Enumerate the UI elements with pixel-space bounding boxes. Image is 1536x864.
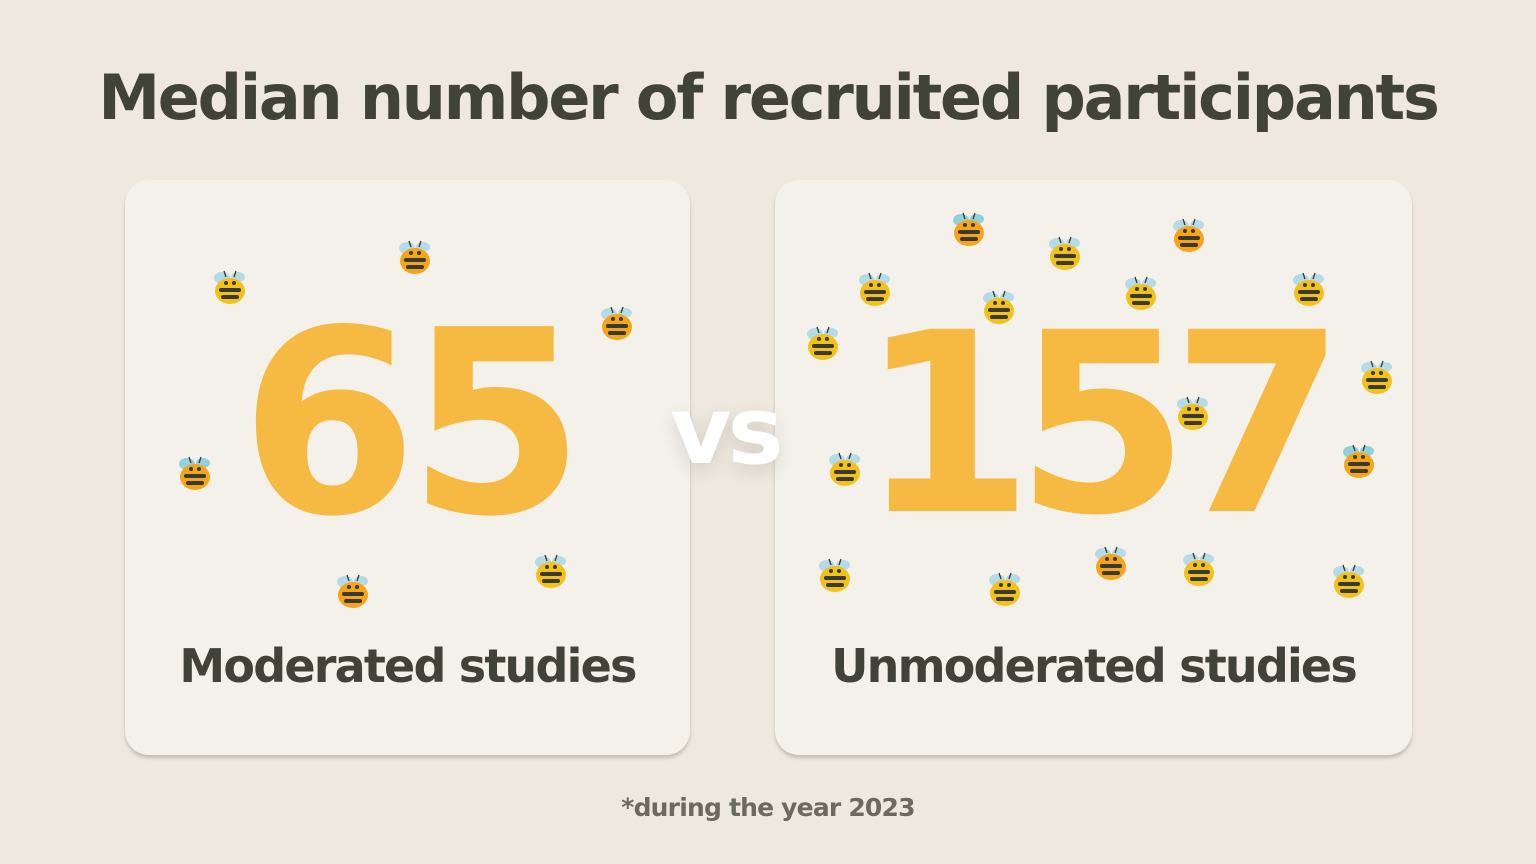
bee-icon: [1118, 272, 1164, 316]
bee-icon: [800, 322, 846, 366]
moderated-studies-label: Moderated studies: [179, 639, 637, 693]
bee-icon: [976, 286, 1022, 330]
moderated-median-value: 65: [240, 276, 585, 573]
bee-icon: [982, 568, 1028, 612]
page-title: Median number of recruited participants: [98, 61, 1440, 134]
unmoderated-studies-label: Unmoderated studies: [831, 639, 1358, 693]
bee-icon: [812, 554, 858, 598]
bee-icon: [1354, 356, 1400, 400]
bee-icon: [946, 208, 992, 252]
bee-icon: [1088, 542, 1134, 586]
bee-icon: [594, 302, 640, 346]
bee-icon: [1286, 268, 1332, 312]
bee-icon: [172, 452, 218, 496]
bee-icon: [1176, 548, 1222, 592]
bee-icon: [852, 268, 898, 312]
bee-icon: [392, 236, 438, 280]
bee-icon: [528, 550, 574, 594]
footnote: *during the year 2023: [621, 793, 915, 822]
unmoderated-median-value: 157: [859, 279, 1346, 570]
bee-icon: [822, 448, 868, 492]
bee-icon: [1326, 560, 1372, 604]
versus-separator: vs: [670, 377, 783, 486]
bee-icon: [1170, 392, 1216, 436]
bee-icon: [1336, 440, 1382, 484]
bee-icon: [207, 266, 253, 310]
bee-icon: [330, 570, 376, 614]
bee-icon: [1042, 232, 1088, 276]
bee-icon: [1166, 214, 1212, 258]
